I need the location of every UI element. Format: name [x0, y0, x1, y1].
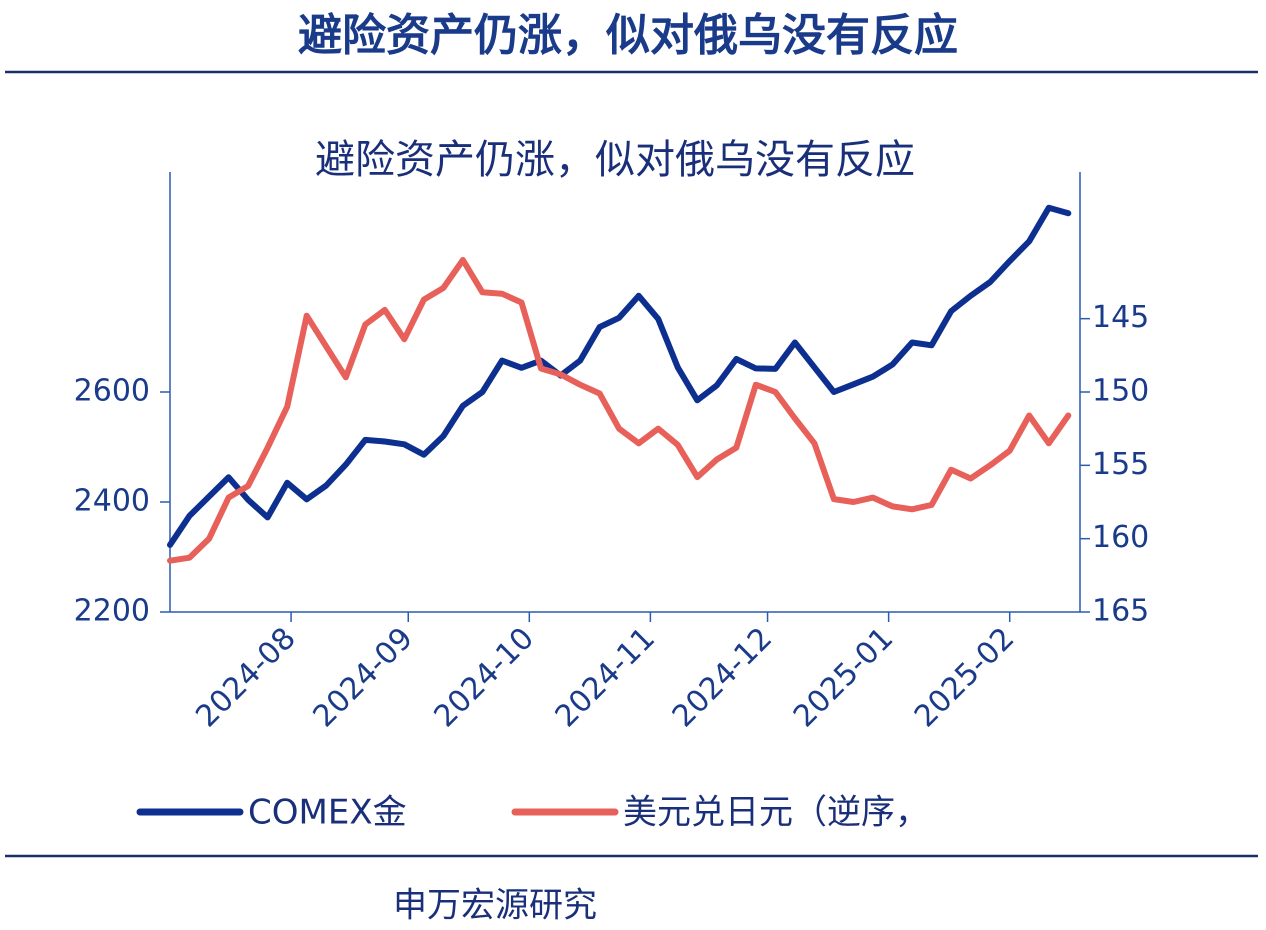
y2-tick-label: 145	[1092, 300, 1149, 335]
series-line	[167, 257, 1072, 564]
y2-tick-label: 150	[1092, 374, 1149, 409]
y-tick-label: 2200	[74, 594, 150, 629]
header-title: 避险资产仍涨，似对俄乌没有反应	[298, 10, 958, 61]
legend-label: 美元兑日元（逆序，	[623, 793, 929, 833]
series-line	[167, 204, 1072, 548]
y2-tick-label: 155	[1092, 447, 1149, 482]
chart-title: 避险资产仍涨，似对俄乌没有反应	[315, 137, 915, 183]
y2-tick-label: 165	[1092, 594, 1149, 629]
y2-tick-label: 160	[1092, 520, 1149, 555]
legend-label: COMEX金	[248, 793, 407, 833]
footer-source: 申万宏源研究	[393, 886, 597, 926]
y-tick-label: 2600	[74, 374, 150, 409]
y-tick-label: 2400	[74, 484, 150, 519]
